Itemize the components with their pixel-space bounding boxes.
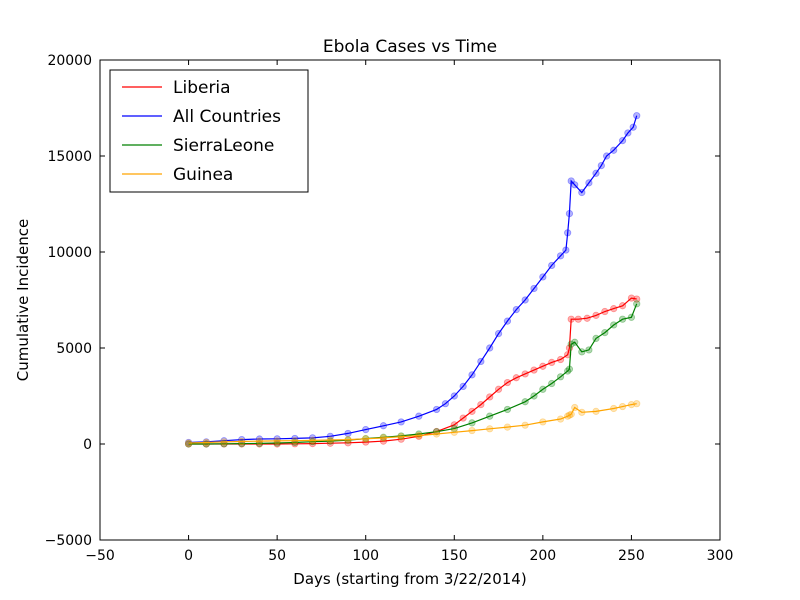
series-line [188,303,638,445]
legend-item: All Countries [122,107,281,127]
series-guinea [184,400,641,447]
y-tick-label: 5000 [56,341,92,357]
legend-label: Guinea [173,165,233,185]
series-group [184,112,641,448]
legend: Liberia All Countries SierraLeone Guinea [109,69,309,193]
legend-label: All Countries [173,107,281,127]
legend-label: SierraLeone [173,136,274,156]
series-line [188,403,637,444]
x-tick-label: −50 [85,548,115,564]
y-tick-label: −5000 [45,533,92,549]
y-tick-label: 10000 [47,245,92,261]
legend-item: Guinea [122,165,233,185]
legend-item: Liberia [122,78,231,98]
plot-area [184,112,641,448]
y-axis-label: Cumulative Incidence [14,219,32,381]
series-all-countries [184,112,641,447]
legend-item: SierraLeone [122,136,274,156]
x-tick-label: 250 [618,548,645,564]
x-tick-label: 200 [529,548,556,564]
x-tick-label: 50 [268,548,286,564]
x-tick-label: 150 [441,548,468,564]
axis-ticks: −50 0 50 100 150 200 250 300 −5000 0 5000 10000 1500… [45,53,734,564]
y-tick-label: 0 [83,437,92,453]
y-tick-label: 20000 [47,53,92,69]
legend-box [109,69,309,193]
series-line [188,115,638,444]
x-tick-label: 300 [707,548,734,564]
axes-frame [99,59,721,541]
series-line [188,297,637,445]
x-axis-label: Days (starting from 3/22/2014) [293,570,526,588]
x-tick-label: 0 [184,548,193,564]
x-tick-label: 100 [352,548,379,564]
legend-label: Liberia [173,78,231,98]
y-tick-label: 15000 [47,149,92,165]
chart-title: Ebola Cases vs Time [323,37,497,57]
data-point [633,112,641,120]
